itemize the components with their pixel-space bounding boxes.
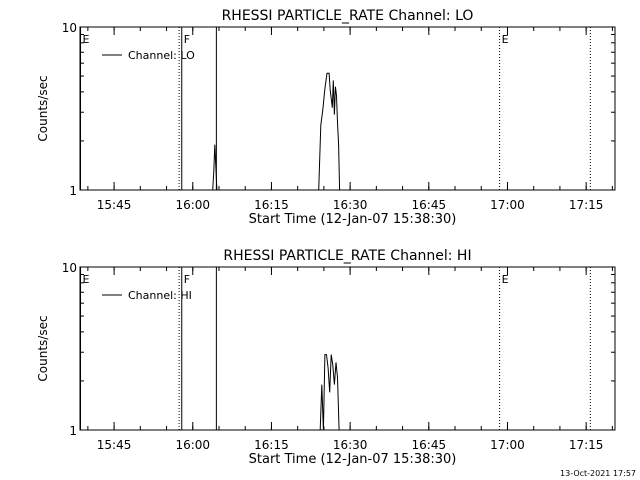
x-tick-label: 16:45 xyxy=(412,198,447,212)
x-tick-label: 15:45 xyxy=(97,198,132,212)
chart-title: RHESSI PARTICLE_RATE Channel: HI xyxy=(223,248,471,264)
y-tick-label: 10 xyxy=(62,261,77,275)
y-tick-label: 1 xyxy=(69,424,77,438)
x-tick-label: 16:15 xyxy=(254,198,289,212)
x-tick-label: 16:15 xyxy=(254,438,289,452)
event-marker-label: F xyxy=(184,33,190,46)
chart-panel-1: RHESSI PARTICLE_RATE Channel: LO Counts/s… xyxy=(36,8,616,227)
x-axis-label: Start Time (12-Jan-07 15:38:30) xyxy=(249,212,457,227)
plot-frame xyxy=(79,266,616,431)
event-marker-label: E xyxy=(502,33,509,46)
event-marker-label: F xyxy=(184,273,190,286)
series-line xyxy=(318,354,343,431)
x-axis-label: Start Time (12-Jan-07 15:38:30) xyxy=(249,452,457,467)
x-tick-label: 16:00 xyxy=(175,438,210,452)
y-axis-label: Counts/sec xyxy=(36,75,50,141)
x-tick-label: 16:30 xyxy=(333,198,368,212)
x-tick-label: 16:30 xyxy=(333,438,368,452)
x-tick-label: 17:15 xyxy=(569,438,604,452)
chart-title: RHESSI PARTICLE_RATE Channel: LO xyxy=(222,8,474,24)
x-tick-label: 15:45 xyxy=(97,438,132,452)
x-tick-label: 17:15 xyxy=(569,198,604,212)
x-tick-label: 16:00 xyxy=(175,198,210,212)
event-marker-label: E xyxy=(83,33,90,46)
x-tick-label: 17:00 xyxy=(490,438,525,452)
series-line xyxy=(212,72,345,191)
legend-entry: Channel: LO xyxy=(128,49,195,62)
plot-frame xyxy=(79,26,616,191)
x-tick-label: 16:45 xyxy=(412,438,447,452)
x-tick-label: 17:00 xyxy=(490,198,525,212)
event-marker-label: E xyxy=(83,273,90,286)
chart-panel-2: RHESSI PARTICLE_RATE Channel: HI Counts/s… xyxy=(36,248,616,467)
y-tick-label: 10 xyxy=(62,21,77,35)
legend-entry: Channel: HI xyxy=(128,289,192,302)
footer-timestamp: 13-Oct-2021 17:57 xyxy=(560,469,636,478)
y-tick-label: 1 xyxy=(69,184,77,198)
y-axis-label: Counts/sec xyxy=(36,315,50,381)
event-marker-label: E xyxy=(502,273,509,286)
